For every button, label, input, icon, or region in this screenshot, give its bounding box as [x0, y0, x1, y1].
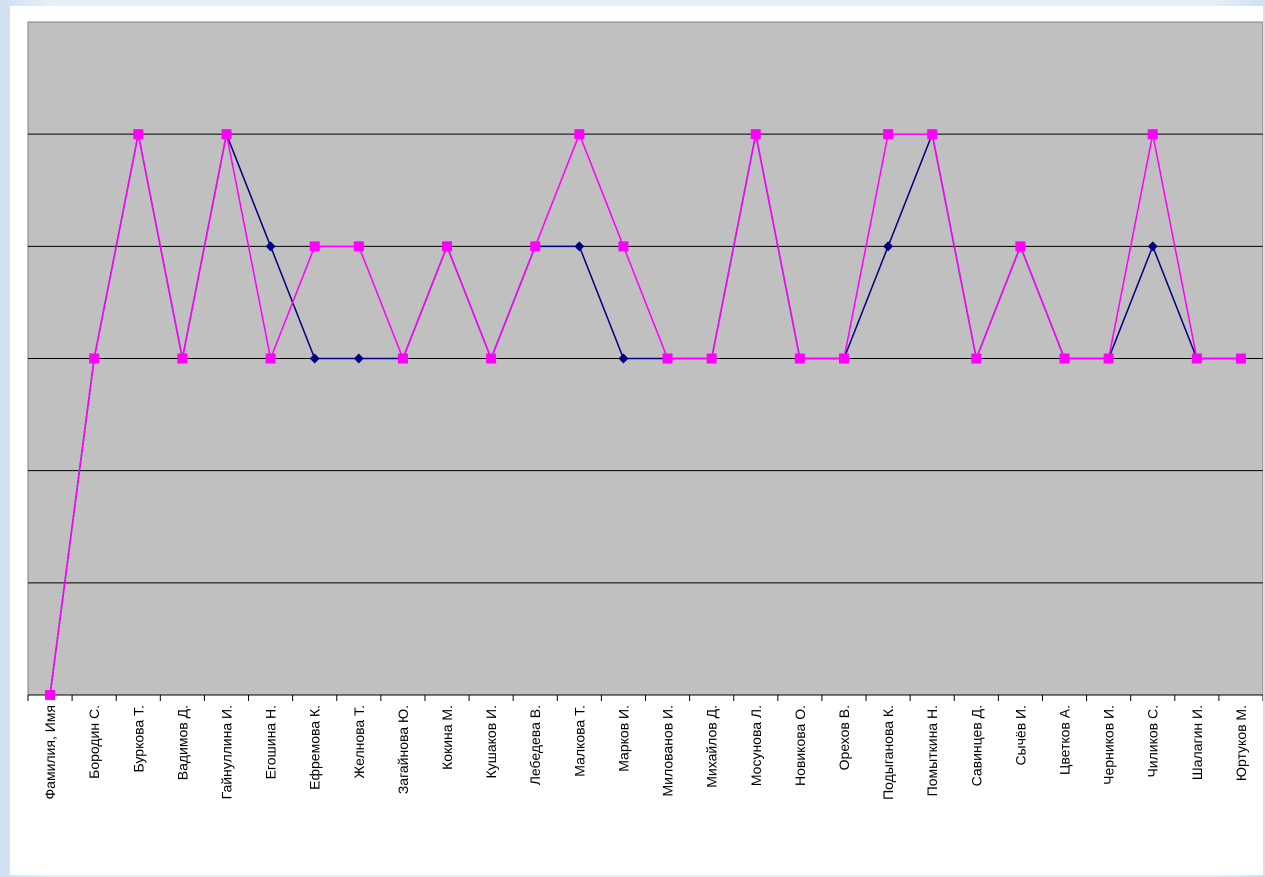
data-point-series-2 [971, 353, 982, 364]
x-tick-label: Цветков А. [1057, 705, 1073, 775]
x-tick-label: Савинцев Д. [968, 705, 984, 786]
x-axis-ticks [27, 695, 1263, 701]
data-point-series-2 [442, 241, 453, 252]
x-tick-label: Гайнуллина И. [218, 705, 234, 799]
x-tick-label: Вадимов Д. [174, 705, 190, 780]
data-point-series-1 [265, 241, 276, 252]
x-tick-label: Малкова Т. [571, 705, 587, 777]
x-axis-labels: Фамилия, Имя Бородин С. Буркова Т. Вадимов … [42, 705, 1249, 800]
x-tick-label: Помыткина Н. [924, 705, 940, 796]
data-point-series-1 [353, 353, 364, 364]
x-tick-label: Буркова Т. [130, 705, 146, 772]
x-tick-label: Юртуков М. [1233, 705, 1249, 781]
data-point-series-1 [883, 241, 894, 252]
data-point-series-2 [1059, 353, 1070, 364]
data-point-series-2 [927, 129, 938, 140]
x-tick-label: Подыганова К. [880, 705, 896, 800]
data-point-series-2 [353, 241, 364, 252]
data-point-series-2 [309, 241, 320, 252]
data-point-series-1 [618, 353, 629, 364]
x-tick-label: Мосунова Л. [748, 705, 764, 786]
x-tick-label: Милованов И. [660, 705, 676, 796]
x-tick-label: Загайнова Ю. [395, 705, 411, 794]
data-point-series-2 [486, 353, 497, 364]
x-tick-label: Черников И. [1101, 705, 1117, 785]
data-point-series-2 [574, 129, 585, 140]
data-point-series-2 [221, 129, 232, 140]
data-point-series-2 [838, 353, 849, 364]
x-tick-label: Орехов В. [836, 705, 852, 770]
data-point-series-2 [662, 353, 673, 364]
data-point-series-2 [794, 353, 805, 364]
x-tick-label: Шалагин И. [1189, 705, 1205, 780]
data-point-series-2 [750, 129, 761, 140]
data-point-series-2 [1103, 353, 1114, 364]
data-point-series-1 [309, 353, 320, 364]
data-point-series-2 [618, 241, 629, 252]
data-point-series-1 [574, 241, 585, 252]
x-tick-label: Марков И. [615, 705, 631, 772]
series-group [45, 129, 1246, 700]
data-point-series-1 [1147, 241, 1158, 252]
chart-area: Фамилия, Имя Бородин С. Буркова Т. Вадимов … [10, 6, 1263, 875]
data-point-series-2 [530, 241, 541, 252]
x-tick-label: Ефремова К. [307, 705, 323, 790]
data-point-series-2 [883, 129, 894, 140]
x-tick-label: Михайлов Д. [704, 705, 720, 788]
x-tick-label: Егошина Н. [263, 705, 279, 779]
x-tick-label: Лебедева В. [527, 705, 543, 785]
line-chart: Фамилия, Имя Бородин С. Буркова Т. Вадимов … [27, 21, 1263, 800]
data-point-series-2 [1191, 353, 1202, 364]
data-point-series-2 [1147, 129, 1158, 140]
series-line-2 [49, 132, 1241, 696]
x-tick-label: Бородин С. [86, 705, 102, 779]
data-point-series-2 [133, 129, 144, 140]
x-tick-label: Желнова Т. [351, 705, 367, 779]
data-point-series-2 [1015, 241, 1026, 252]
data-point-series-2 [89, 353, 100, 364]
data-point-series-2 [45, 690, 56, 700]
x-tick-label: Кокина М. [439, 705, 455, 770]
x-tick-label: Кушаков И. [483, 705, 499, 779]
x-tick-label: Сычёв И. [1012, 705, 1028, 766]
data-point-series-2 [397, 353, 408, 364]
x-tick-label: Фамилия, Имя [42, 705, 58, 800]
data-point-series-2 [1235, 353, 1246, 364]
data-point-series-2 [265, 353, 276, 364]
x-tick-label: Чиликов С. [1145, 705, 1161, 778]
x-tick-label: Новикова О. [792, 705, 808, 786]
data-point-series-2 [177, 353, 188, 364]
data-point-series-2 [706, 353, 717, 364]
